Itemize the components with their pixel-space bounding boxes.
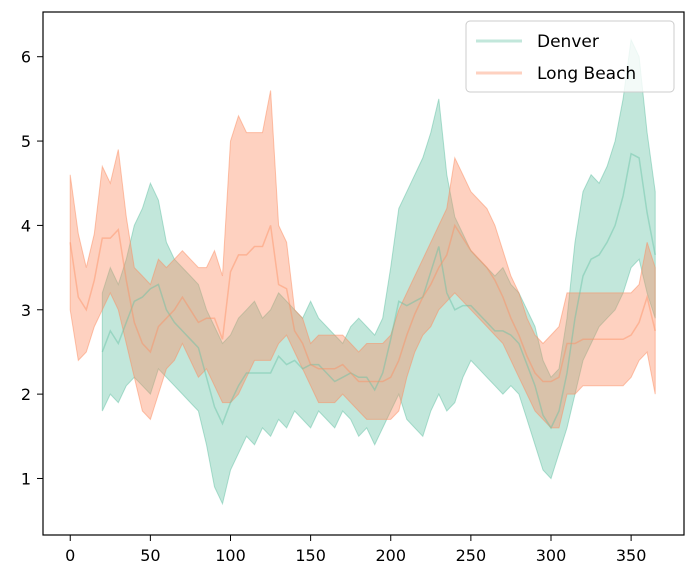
- y-axis: 1 2 3 4 5 6: [21, 48, 43, 488]
- y-tick-label: 2: [21, 385, 31, 404]
- legend-box: [465, 20, 675, 93]
- legend-label-denver: Denver: [537, 32, 599, 52]
- x-tick-label: 200: [375, 546, 406, 565]
- y-tick-label: 4: [21, 216, 31, 235]
- legend: Denver Long Beach: [465, 20, 675, 93]
- plot-frame: [42, 11, 685, 536]
- y-tick-label: 3: [21, 301, 31, 320]
- median-line-long-beach: [69, 223, 656, 383]
- series-bands: [69, 38, 656, 506]
- x-tick-label: 100: [215, 546, 246, 565]
- x-tick-label: 50: [140, 546, 160, 565]
- x-tick-label: 300: [536, 546, 567, 565]
- y-tick-label: 6: [21, 48, 31, 67]
- band-long-beach: [69, 90, 656, 429]
- x-axis: 0 50 100 150 200 250 300 350: [65, 535, 646, 565]
- series-median-lines: [69, 152, 656, 430]
- x-tick-label: 250: [456, 546, 487, 565]
- x-tick-label: 150: [295, 546, 326, 565]
- legend-label-long-beach: Long Beach: [537, 64, 636, 84]
- x-tick-label: 0: [65, 546, 75, 565]
- y-tick-label: 1: [21, 469, 31, 488]
- median-line-denver: [101, 152, 656, 430]
- x-tick-label: 350: [616, 546, 647, 565]
- y-tick-label: 5: [21, 132, 31, 151]
